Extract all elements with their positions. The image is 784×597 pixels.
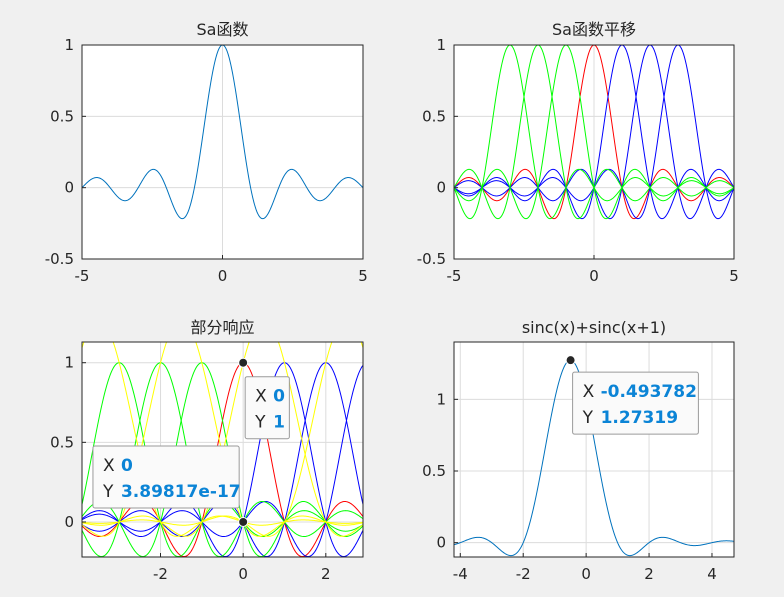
x-tick-label: -2 [153,565,168,583]
datatip-y-label: Y [102,482,114,502]
axes-sa-shift[interactable]: Sa函数平移 -5 0 5 -0.5 0 0.5 1 [417,20,739,285]
datatip-y-label: Y [254,413,266,433]
y-tick-label: 1 [64,36,74,54]
datatip-y-value: 3.89817e-17 [121,482,241,502]
x-tick-label: 2 [321,565,331,583]
y-tick-label: -0.5 [417,250,446,268]
y-tick-label: 0.5 [422,107,446,125]
x-tick-labels: -5 0 5 [447,255,739,285]
y-tick-label: 1 [436,36,446,54]
datatip-x-value: 0 [121,456,133,476]
y-tick-label: 1 [436,390,446,408]
datatip-marker[interactable] [238,357,249,368]
x-tick-labels: -2 0 2 [153,553,331,583]
x-tick-label: 0 [581,565,591,583]
datatip-x-value: 0 [273,387,285,407]
series-line [454,45,734,220]
y-tick-label: 1 [64,354,74,372]
datatip-x-value: -0.493782 [601,382,697,402]
datatip-box [244,376,290,440]
y-tick-label: 0 [436,534,446,552]
x-tick-label: 4 [707,565,717,583]
x-tick-label: -5 [75,267,90,285]
datatip-marker[interactable] [565,355,576,366]
x-tick-label: -5 [447,267,462,285]
x-tick-label: -4 [453,565,468,583]
datatip-y-value: 1 [273,413,285,433]
axes-border [453,341,735,558]
datatip-x-label: X [583,382,595,402]
x-tick-label: -2 [516,565,531,583]
chart-title: Sa函数平移 [552,20,636,39]
x-tick-label: 5 [729,267,739,285]
y-tick-label: 0 [64,179,74,197]
datatip-y-label: Y [582,408,594,428]
y-tick-label: 0.5 [50,107,74,125]
axes-sa-function[interactable]: Sa函数 -5 0 5 -0.5 0 0.5 1 [45,20,368,285]
y-tick-label: 0 [436,179,446,197]
y-tick-label: -0.5 [45,250,74,268]
axes-border [81,341,364,558]
x-tick-label: 0 [218,267,228,285]
datatip-marker[interactable] [238,516,249,527]
x-tick-label: 0 [589,267,599,285]
y-tick-labels: 00.51 [50,354,86,531]
y-tick-label: 0.5 [422,462,446,480]
y-tick-label: 0 [64,513,74,531]
datatip-box [92,445,240,509]
x-tick-labels: -5 0 5 [75,255,368,285]
axes-partial-response[interactable]: 部分响应 -2 0 2 00.51 X 0Y 1X 0Y 3.89817e-17 [37,318,450,583]
datatip-box [572,371,699,435]
datatip[interactable]: X 0Y 1 [238,357,290,440]
y-tick-labels: -0.5 0 0.5 1 [45,36,86,268]
y-tick-labels: -0.5 0 0.5 1 [417,36,458,268]
x-tick-label: 0 [238,565,248,583]
chart-title: 部分响应 [190,318,254,337]
datatip-x-label: X [255,387,267,407]
datatips[interactable]: X -0.493782 Y 1.27319 [565,355,699,435]
x-tick-labels: -4 -2 0 2 4 [453,553,717,583]
chart-title: sinc(x)+sinc(x+1) [522,318,666,337]
y-tick-label: 0.5 [50,433,74,451]
y-tick-labels: 00.51 [422,390,458,552]
axes-sinc-sum[interactable]: sinc(x)+sinc(x+1) -4 -2 0 2 4 00.51 X -0.4937… [422,318,743,583]
series-line [82,45,363,220]
datatip-y-value: 1.27319 [601,408,678,428]
datatip[interactable]: X 0Y 3.89817e-17 [92,445,249,527]
x-tick-label: 2 [644,565,654,583]
datatips[interactable]: X 0Y 1X 0Y 3.89817e-17 [92,357,290,527]
chart-title: Sa函数 [197,20,249,39]
datatip-x-label: X [103,456,115,476]
x-tick-label: 5 [358,267,368,285]
series-line [454,45,734,220]
series-lines [454,45,734,220]
datatip[interactable]: X -0.493782 Y 1.27319 [565,355,699,435]
series-lines [82,45,363,220]
